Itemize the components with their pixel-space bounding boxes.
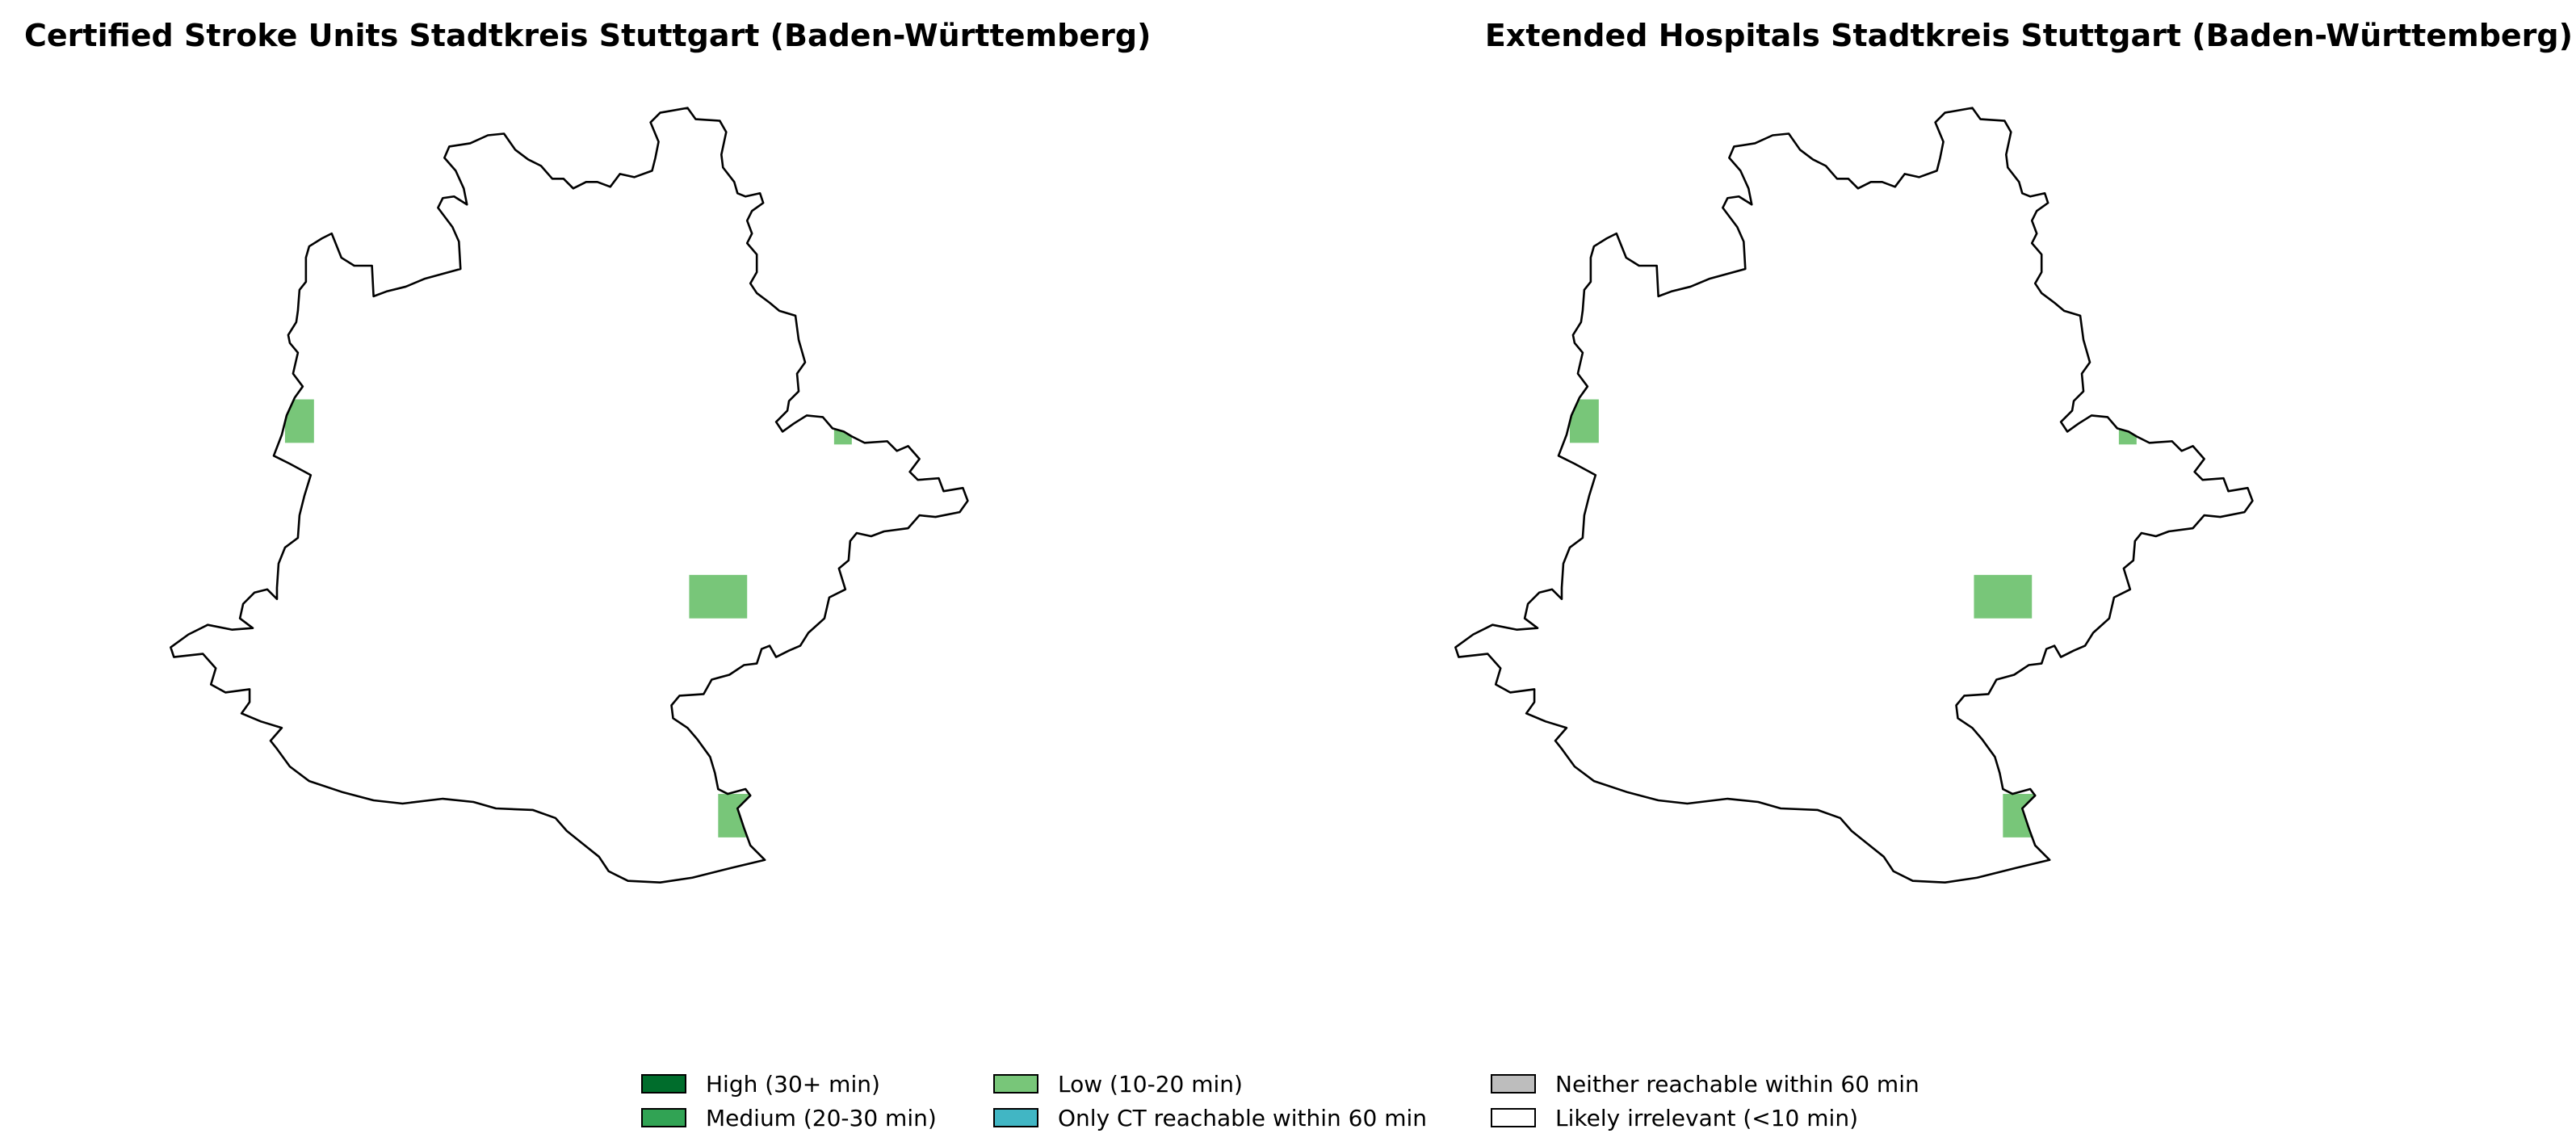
map-cell-west xyxy=(1569,399,1599,443)
legend-item-medium: Medium (20-30 min) xyxy=(641,1102,937,1134)
legend-swatch xyxy=(993,1074,1038,1094)
map-canvas xyxy=(1454,107,2254,884)
legend-label: Likely irrelevant (<10 min) xyxy=(1555,1104,1858,1131)
legend: High (30+ min) Medium (20-30 min) Low (1… xyxy=(630,1058,1970,1139)
chart-title: Extended Hospitals Stadtkreis Stuttgart … xyxy=(1484,18,2573,53)
region-fill xyxy=(170,107,968,883)
legend-swatch xyxy=(993,1108,1038,1127)
region-fill xyxy=(1455,107,2253,883)
map-cell-center-east xyxy=(1974,574,2033,619)
map-panel-extended-hospitals: Extended Hospitals Stadtkreis Stuttgart … xyxy=(1288,0,2576,1018)
legend-item-irrelevant: Likely irrelevant (<10 min) xyxy=(1491,1102,1858,1134)
chart-title: Certified Stroke Units Stadtkreis Stuttg… xyxy=(24,18,1152,53)
legend-swatch xyxy=(1491,1074,1536,1094)
legend-label: Low (10-20 min) xyxy=(1058,1070,1243,1098)
legend-swatch xyxy=(641,1108,686,1127)
legend-label: Neither reachable within 60 min xyxy=(1555,1070,1919,1098)
map-canvas xyxy=(170,107,969,884)
legend-swatch xyxy=(641,1074,686,1094)
legend-item-neither: Neither reachable within 60 min xyxy=(1491,1068,1919,1100)
legend-label: Medium (20-30 min) xyxy=(706,1104,937,1131)
legend-label: Only CT reachable within 60 min xyxy=(1058,1104,1428,1131)
legend-item-ct: Only CT reachable within 60 min xyxy=(993,1102,1427,1134)
legend-item-high: High (30+ min) xyxy=(641,1068,880,1100)
region-boundary xyxy=(170,107,969,884)
map-panel-stroke-units: Certified Stroke Units Stadtkreis Stuttg… xyxy=(0,0,1288,1018)
map-cell-center-east xyxy=(689,574,748,619)
legend-swatch xyxy=(1491,1108,1536,1127)
legend-item-low: Low (10-20 min) xyxy=(993,1068,1243,1100)
region-boundary xyxy=(1454,107,2254,884)
legend-label: High (30+ min) xyxy=(706,1070,880,1098)
map-cell-west xyxy=(284,399,314,443)
